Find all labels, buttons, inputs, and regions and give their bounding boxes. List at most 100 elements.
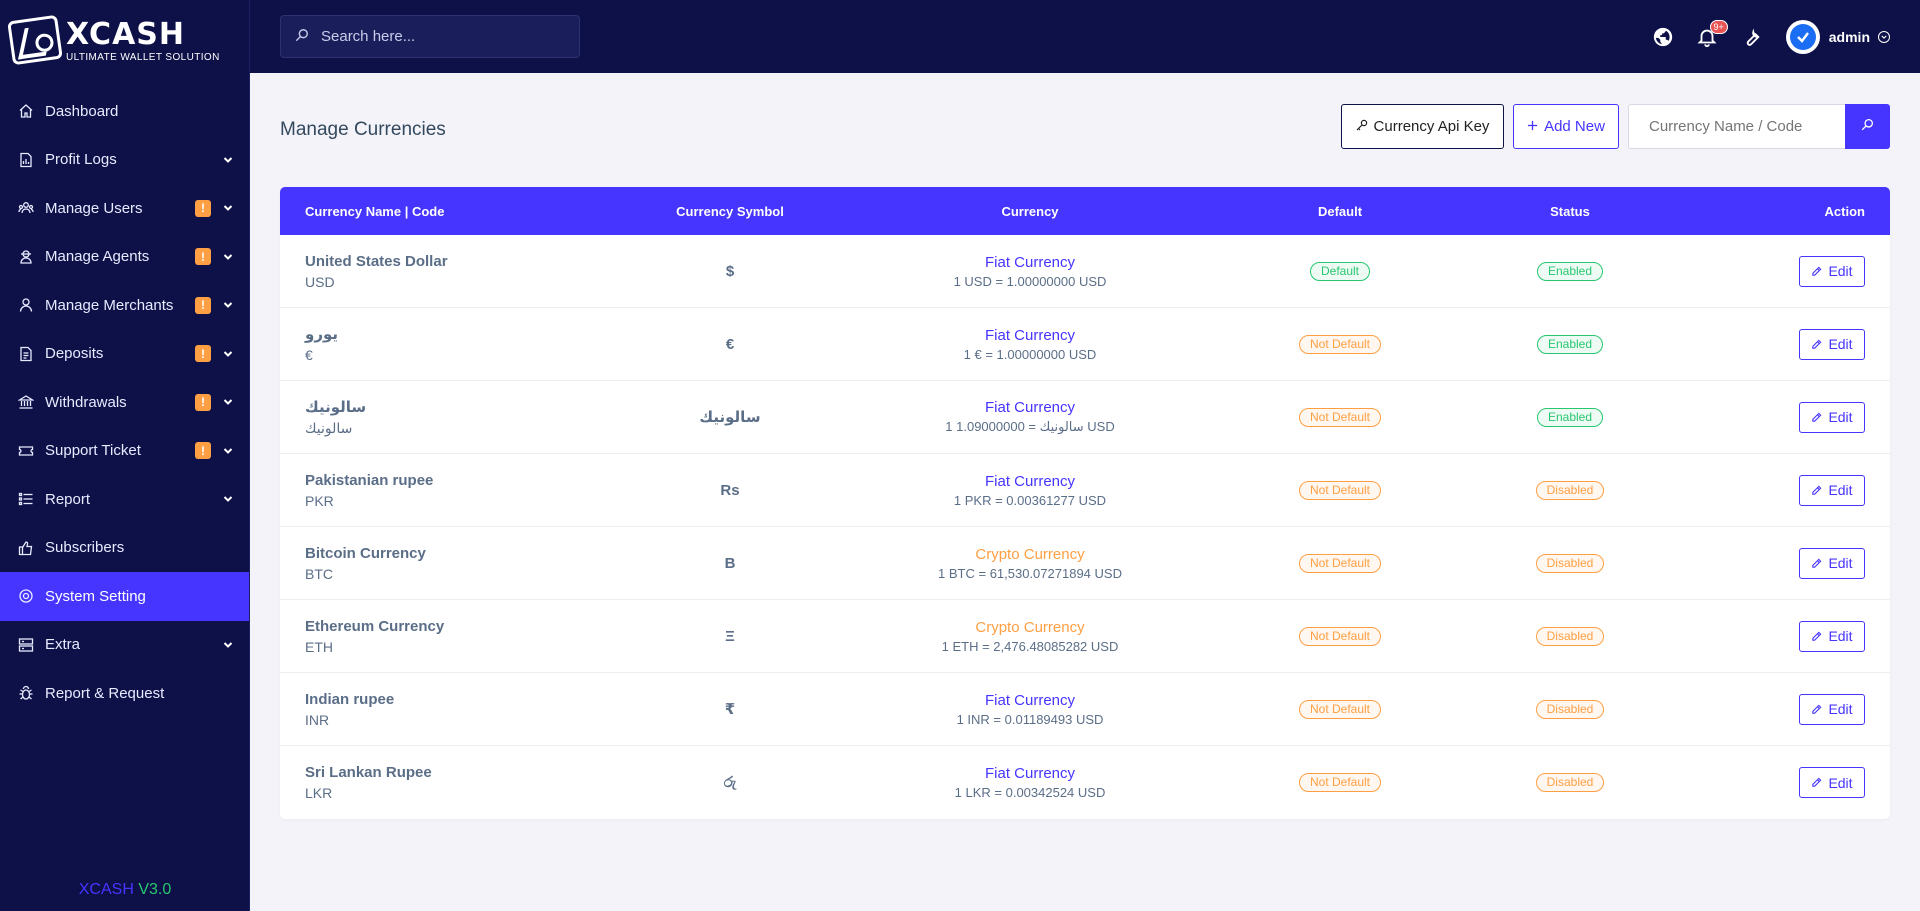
filter-search-button[interactable] (1845, 104, 1890, 149)
default-badge: Not Default (1298, 699, 1382, 719)
default-badge: Not Default (1298, 626, 1382, 646)
currency-type: Crypto Currency (975, 545, 1085, 563)
edit-button[interactable]: Edit (1799, 328, 1865, 360)
checkmark-icon (1789, 23, 1816, 50)
currency-symbol: سالونيك (699, 409, 761, 426)
sidebar-item-label: Deposits (45, 345, 104, 363)
pencil-icon (1811, 777, 1822, 788)
admin-name[interactable]: admin (1828, 28, 1870, 45)
edit-button[interactable]: Edit (1799, 767, 1865, 798)
currency-symbol: රු (723, 774, 737, 791)
edit-button[interactable]: Edit (1799, 693, 1865, 725)
sidebar-item-dashboard[interactable]: Dashboard (0, 87, 249, 136)
sidebar-item-label: Extra (45, 636, 81, 654)
version-label: XCASH V3.0 (0, 881, 250, 899)
search-placeholder: Search here... (321, 28, 416, 45)
default-badge: Not Default (1298, 773, 1382, 792)
sidebar-item-label: Manage Users (45, 199, 143, 217)
currency-name-cell: يورو € (280, 325, 630, 363)
avatar[interactable] (1785, 19, 1820, 54)
currency-rate: 1 LKR = 0.00342524 USD (954, 785, 1106, 800)
sidebar-item-extra[interactable]: Extra (0, 621, 249, 670)
chevron-down-icon (223, 494, 233, 504)
topbar: Search here... 9+ admin (250, 0, 1920, 73)
currency-api-key-button[interactable]: Currency Api Key (1341, 104, 1504, 149)
globe-icon[interactable] (1652, 26, 1674, 48)
page-title: Manage Currencies (280, 119, 446, 140)
currency-code: € (305, 347, 313, 363)
currency-symbol: $ (725, 262, 735, 280)
currency-filter-input[interactable] (1628, 104, 1845, 149)
sidebar-item-label: Profit Logs (45, 151, 117, 169)
currency-name: Pakistanian rupee (305, 471, 434, 489)
currency-name-cell: Bitcoin Currency BTC (280, 545, 630, 582)
pencil-icon (1811, 631, 1822, 642)
edit-button[interactable]: Edit (1799, 620, 1865, 652)
currency-rate: 1 € = 1.00000000 USD (963, 346, 1097, 362)
alert-badge: ! (195, 442, 211, 460)
chevron-down-icon[interactable] (1878, 30, 1890, 43)
sidebar-item-manage-users[interactable]: Manage Users! (0, 184, 249, 233)
status-badge: Enabled (1536, 261, 1604, 281)
sidebar-item-deposits[interactable]: Deposits! (0, 330, 249, 379)
sidebar-item-label: System Setting (45, 587, 146, 605)
currency-type: Fiat Currency (984, 253, 1076, 271)
alert-badge: ! (195, 199, 211, 217)
add-new-button[interactable]: Add New (1513, 104, 1619, 149)
search-icon (1861, 118, 1874, 136)
edit-button[interactable]: Edit (1799, 547, 1865, 579)
currency-type-cell: Fiat Currency 1 سالونيك = 1.09000000 USD (830, 399, 1230, 435)
pencil-icon (1811, 704, 1822, 715)
bell-icon[interactable]: 9+ (1696, 19, 1728, 48)
currency-name: United States Dollar (305, 252, 448, 270)
file-chart-icon (18, 152, 34, 168)
chevron-down-icon (223, 640, 233, 650)
status-badge: Disabled (1535, 553, 1605, 573)
currency-name: Indian rupee (305, 690, 395, 708)
currency-name: Sri Lankan Rupee (305, 764, 432, 781)
table-row: United States Dollar USD $ Fiat Currency 1 U… (280, 235, 1890, 308)
table-row: يورو € € Fiat Currency 1 € = 1.00000000 USD N… (280, 308, 1890, 381)
edit-button[interactable]: Edit (1799, 255, 1865, 287)
sidebar-item-manage-agents[interactable]: Manage Agents! (0, 233, 249, 282)
sidebar-item-support-ticket[interactable]: Support Ticket! (0, 427, 249, 476)
currency-name-cell: سالونيك سالونيك (280, 398, 630, 437)
currency-api-key-label: Currency Api Key (1373, 118, 1490, 135)
sidebar-item-system-setting[interactable]: System Setting (0, 572, 249, 621)
header-symbol: Currency Symbol (676, 203, 784, 219)
agent-icon (18, 249, 34, 265)
currency-rate: 1 BTC = 61,530.07271894 USD (938, 565, 1122, 581)
currency-type-cell: Fiat Currency 1 USD = 1.00000000 USD (830, 254, 1230, 289)
table-row: Ethereum Currency ETH Ξ Crypto Currency 1 ET… (280, 600, 1890, 673)
search-input[interactable]: Search here... (280, 15, 580, 58)
edit-label: Edit (1828, 555, 1853, 571)
chevron-down-icon (223, 155, 233, 165)
sidebar-item-manage-merchants[interactable]: Manage Merchants! (0, 281, 249, 330)
chevron-down-icon (223, 349, 233, 359)
currency-name-cell: United States Dollar USD (280, 253, 630, 290)
deposit-icon (18, 346, 34, 362)
sidebar-item-profit-logs[interactable]: Profit Logs (0, 136, 249, 185)
currency-code: سالونيك (305, 419, 353, 436)
chevron-down-icon (223, 300, 233, 310)
alert-badge: ! (195, 248, 211, 266)
edit-button[interactable]: Edit (1799, 474, 1865, 506)
header-name: Currency Name | Code (305, 203, 445, 219)
sidebar-item-label: Dashboard (45, 102, 119, 120)
brand-title: XCASH (66, 17, 186, 52)
sidebar-item-report-and-request[interactable]: Report & Request (0, 669, 249, 718)
currency-code: ETH (305, 638, 333, 655)
version-name: XCASH (78, 881, 134, 898)
sidebar-item-report[interactable]: Report (0, 475, 249, 524)
sidebar-item-label: Subscribers (45, 539, 125, 557)
chevron-down-icon (223, 446, 233, 456)
currency-type: Fiat Currency (984, 765, 1076, 782)
edit-button[interactable]: Edit (1799, 401, 1865, 433)
brand-logo[interactable]: XCASH ULTIMATE WALLET SOLUTION (0, 0, 249, 73)
wrench-icon[interactable] (1740, 26, 1762, 48)
edit-label: Edit (1828, 336, 1853, 352)
sidebar-item-subscribers[interactable]: Subscribers (0, 524, 249, 573)
currency-name-cell: Indian rupee INR (280, 691, 630, 728)
sidebar-item-withdrawals[interactable]: Withdrawals! (0, 378, 249, 427)
currency-code: LKR (305, 785, 333, 801)
